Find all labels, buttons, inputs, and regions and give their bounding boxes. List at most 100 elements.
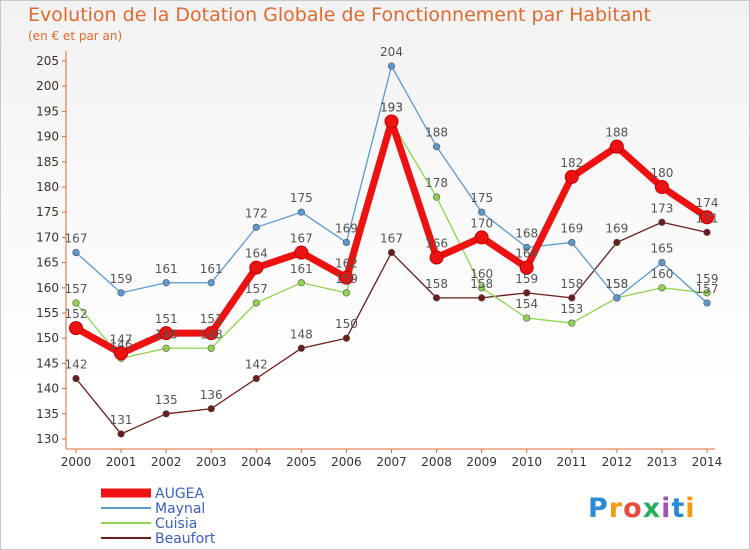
value-label-cuisia: 148	[155, 327, 178, 341]
value-label-augea: 164	[245, 247, 268, 261]
data-point-beaufort	[703, 228, 711, 236]
data-point-beaufort	[297, 344, 305, 352]
value-label-beaufort: 136	[200, 388, 223, 402]
data-point-beaufort	[432, 294, 441, 302]
data-point-maynal	[72, 248, 80, 257]
x-tick-label: 2010	[511, 455, 542, 469]
value-label-maynal: 188	[425, 126, 448, 140]
value-label-augea: 151	[200, 312, 223, 326]
chart-title: Evolution de la Dotation Globale de Fonc…	[28, 4, 651, 26]
value-label-maynal: 159	[110, 272, 133, 286]
value-label-cuisia: 154	[515, 297, 538, 311]
data-point-augea	[609, 139, 624, 154]
data-point-maynal	[568, 238, 576, 247]
y-tick-label: 205	[36, 54, 59, 68]
value-label-beaufort: 142	[245, 358, 268, 372]
value-label-beaufort: 150	[335, 317, 358, 331]
value-label-cuisia: 178	[425, 176, 448, 190]
value-label-beaufort: 173	[650, 201, 673, 215]
x-tick-label: 2005	[286, 455, 317, 469]
data-point-augea	[519, 260, 534, 275]
data-point-maynal	[703, 299, 711, 307]
data-point-cuisia	[342, 289, 351, 297]
value-label-augea: 174	[696, 196, 719, 210]
value-label-beaufort: 159	[515, 272, 538, 286]
value-label-cuisia: 146	[110, 337, 133, 351]
value-label-cuisia: 157	[245, 282, 268, 296]
value-label-cuisia: 193	[380, 100, 403, 114]
data-point-beaufort	[613, 238, 621, 247]
value-label-beaufort: 135	[155, 393, 178, 407]
x-tick-label: 2012	[602, 455, 633, 469]
data-point-augea	[700, 210, 714, 225]
data-point-maynal	[117, 289, 125, 297]
value-label-maynal: 175	[470, 191, 493, 205]
data-point-beaufort	[72, 374, 80, 383]
value-label-augea: 167	[290, 232, 313, 246]
y-tick-label: 155	[36, 306, 59, 320]
data-point-maynal	[387, 62, 396, 70]
data-point-maynal	[297, 208, 305, 216]
data-point-maynal	[478, 208, 486, 216]
data-point-beaufort	[568, 294, 576, 302]
value-label-cuisia: 159	[696, 272, 719, 286]
x-tick-label: 2006	[331, 455, 362, 469]
value-label-augea: 162	[335, 257, 358, 271]
proxiti-logo: Proxiti	[588, 493, 696, 524]
x-tick-label: 2002	[151, 455, 182, 469]
legend-label-beaufort: Beaufort	[155, 531, 216, 547]
data-point-cuisia	[658, 284, 666, 292]
data-point-cuisia	[523, 314, 531, 322]
y-tick-label: 150	[36, 331, 59, 345]
data-point-beaufort	[387, 248, 396, 257]
value-label-maynal: 169	[335, 221, 358, 235]
y-tick-label: 195	[36, 104, 59, 118]
data-point-augea	[249, 260, 264, 275]
value-label-cuisia: 153	[560, 302, 583, 316]
data-point-augea	[384, 114, 399, 129]
value-label-beaufort: 158	[425, 277, 448, 291]
value-label-beaufort: 167	[380, 232, 403, 246]
x-tick-label: 2014	[692, 455, 723, 469]
y-tick-label: 200	[36, 79, 59, 93]
data-point-maynal	[162, 279, 170, 287]
value-label-maynal: 158	[605, 277, 628, 291]
x-tick-label: 2000	[61, 455, 92, 469]
value-label-augea: 147	[110, 332, 133, 346]
data-point-maynal	[613, 294, 621, 302]
value-label-cuisia: 161	[290, 262, 313, 276]
y-tick-label: 130	[36, 432, 59, 446]
data-point-maynal	[432, 143, 441, 151]
value-label-beaufort: 158	[560, 277, 583, 291]
y-tick-label: 185	[36, 155, 59, 169]
x-tick-label: 2008	[421, 455, 452, 469]
legend-label-cuisia: Cuisia	[155, 516, 197, 532]
data-point-maynal	[658, 259, 666, 267]
y-tick-label: 135	[36, 407, 59, 421]
y-tick-label: 170	[36, 230, 59, 244]
data-point-cuisia	[297, 279, 305, 287]
data-point-cuisia	[162, 344, 170, 352]
data-point-augea	[564, 169, 579, 184]
y-tick-label: 180	[36, 180, 59, 194]
data-point-augea	[339, 270, 354, 285]
value-label-beaufort: 148	[290, 327, 313, 341]
value-label-maynal: 161	[200, 262, 223, 276]
value-label-maynal: 167	[65, 232, 88, 246]
x-tick-label: 2007	[376, 455, 407, 469]
data-point-beaufort	[342, 334, 351, 342]
x-tick-label: 2011	[557, 455, 588, 469]
data-point-augea	[159, 326, 174, 341]
value-label-beaufort: 158	[470, 277, 493, 291]
value-label-maynal: 165	[650, 242, 673, 256]
data-point-cuisia	[252, 299, 260, 307]
x-tick-label: 2001	[106, 455, 137, 469]
data-point-cuisia	[478, 284, 486, 292]
y-tick-label: 145	[36, 356, 59, 370]
data-point-cuisia	[207, 344, 215, 352]
value-label-beaufort: 171	[696, 211, 719, 225]
data-point-cuisia	[432, 193, 441, 201]
y-tick-label: 190	[36, 130, 59, 144]
data-point-beaufort	[207, 405, 215, 413]
y-tick-label: 165	[36, 256, 59, 270]
